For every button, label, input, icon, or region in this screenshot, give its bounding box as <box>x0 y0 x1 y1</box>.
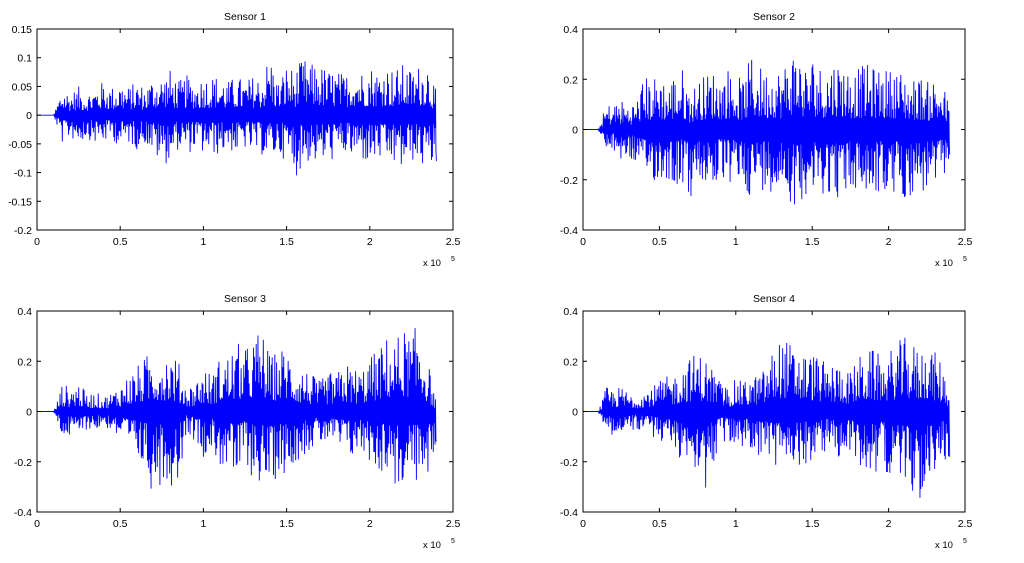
y-tick-label: -0.4 <box>14 507 32 519</box>
y-tick-label: 0.4 <box>17 306 32 318</box>
x-tick-label: 2 <box>886 236 892 248</box>
x-tick-label: 0.5 <box>652 236 667 248</box>
x-tick-label: 0 <box>580 518 586 530</box>
x-tick-label: 2.5 <box>958 236 973 248</box>
x-tick-label: 1 <box>733 236 739 248</box>
y-tick-label: 0.15 <box>12 24 33 36</box>
y-tick-label: 0.2 <box>563 74 578 86</box>
y-tick-label: -0.4 <box>560 507 578 519</box>
x-tick-label: 2.5 <box>958 518 973 530</box>
x-tick-label: 1 <box>733 518 739 530</box>
chart-title: Sensor 1 <box>224 11 266 23</box>
x-tick-label: 1.5 <box>279 236 294 248</box>
x-tick-label: 2.5 <box>446 236 461 248</box>
x-tick-label: 1.5 <box>279 518 294 530</box>
x-tick-label: 0.5 <box>652 518 667 530</box>
x-axis-multiplier: x 10 <box>423 258 441 269</box>
y-tick-label: 0 <box>26 110 32 122</box>
chart-title: Sensor 2 <box>753 11 795 23</box>
x-tick-label: 1.5 <box>805 236 820 248</box>
x-tick-label: 2.5 <box>446 518 461 530</box>
y-tick-label: -0.4 <box>560 225 578 237</box>
x-tick-label: 0 <box>34 518 40 530</box>
x-tick-label: 0 <box>34 236 40 248</box>
subplot-sensor-2: Sensor 2 0 0.5 1 1.5 2 2.5 0.4 0.2 0 -0.2 -0.4 x 10 5 <box>560 11 973 269</box>
x-tick-label: 1 <box>200 236 206 248</box>
x-tick-label: 1.5 <box>805 518 820 530</box>
x-tick-label: 2 <box>367 518 373 530</box>
signal-line <box>583 337 951 498</box>
subplot-sensor-3: Sensor 3 0 0.5 1 1.5 2 2.5 0.4 0.2 0 -0.2 -0.4 x 10 5 <box>14 293 461 551</box>
signal-line <box>583 59 951 205</box>
x-tick-label: 1 <box>200 518 206 530</box>
y-tick-label: 0.05 <box>12 81 33 93</box>
x-tick-label: 0.5 <box>113 236 128 248</box>
x-tick-label: 2 <box>886 518 892 530</box>
subplot-sensor-4: Sensor 4 0 0.5 1 1.5 2 2.5 0.4 0.2 0 -0.2 -0.4 x 10 5 <box>560 293 973 551</box>
y-tick-label: -0.2 <box>14 457 32 469</box>
y-tick-label: -0.05 <box>8 139 32 151</box>
x-tick-label: 0 <box>580 236 586 248</box>
y-tick-label: 0.4 <box>563 24 578 36</box>
y-tick-label: 0.1 <box>17 53 32 65</box>
chart-title: Sensor 3 <box>224 293 266 305</box>
y-tick-label: -0.2 <box>560 457 578 469</box>
y-tick-label: -0.1 <box>14 168 32 180</box>
x-axis-multiplier-exponent: 5 <box>451 256 455 263</box>
subplot-sensor-1: Sensor 1 0 0.5 1 1.5 2 2.5 0.15 0.1 0.05 0 -0.05 -0.… <box>8 11 461 269</box>
signal-line <box>37 61 437 176</box>
x-tick-label: 2 <box>367 236 373 248</box>
x-axis-multiplier: x 10 <box>935 540 953 551</box>
x-axis-multiplier: x 10 <box>935 258 953 269</box>
y-tick-label: 0 <box>26 407 32 419</box>
signal-line <box>37 328 437 489</box>
x-axis-multiplier-exponent: 5 <box>451 538 455 545</box>
y-tick-label: -0.2 <box>560 175 578 187</box>
chart-title: Sensor 4 <box>753 293 795 305</box>
y-tick-label: -0.2 <box>14 225 32 237</box>
y-tick-label: 0 <box>572 125 578 137</box>
y-tick-label: -0.15 <box>8 196 32 208</box>
y-tick-label: 0.4 <box>563 306 578 318</box>
y-tick-label: 0.2 <box>563 356 578 368</box>
y-tick-label: 0 <box>572 407 578 419</box>
x-axis-multiplier: x 10 <box>423 540 441 551</box>
y-tick-label: 0.2 <box>17 356 32 368</box>
x-axis-multiplier-exponent: 5 <box>963 256 967 263</box>
x-tick-label: 0.5 <box>113 518 128 530</box>
x-axis-multiplier-exponent: 5 <box>963 538 967 545</box>
